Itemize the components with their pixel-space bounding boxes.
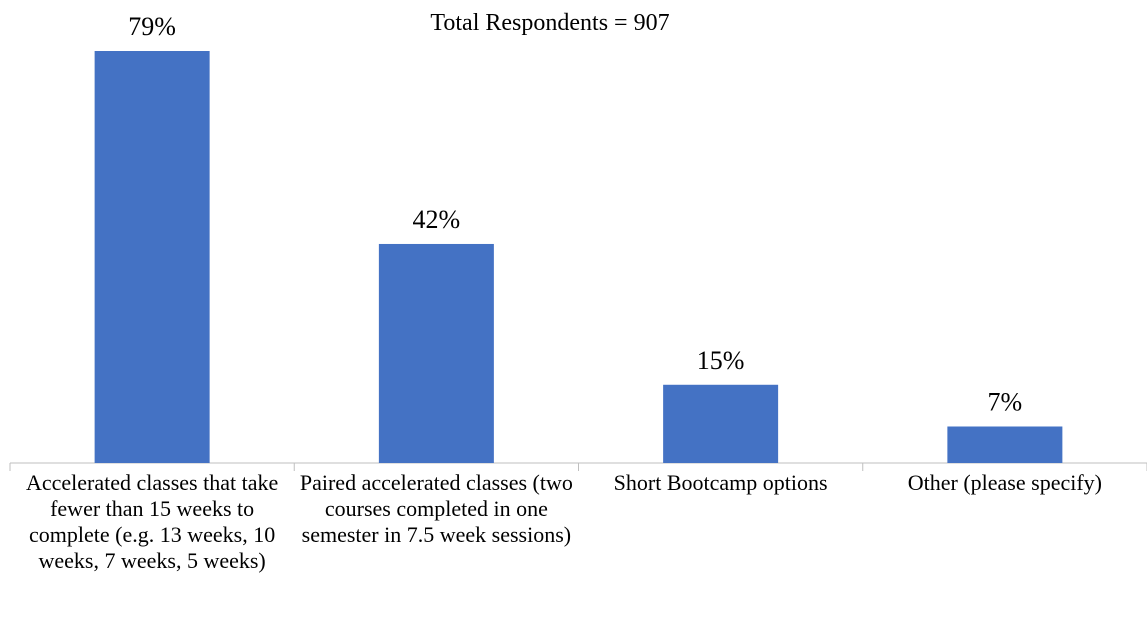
x-tick-label: Paired accelerated classes (two courses … (299, 470, 573, 547)
data-label: 79% (128, 12, 176, 41)
chart-title: Total Respondents = 907 (430, 10, 669, 36)
x-tick-label: Other (please specify) (907, 470, 1102, 495)
data-label: 42% (413, 205, 461, 234)
data-label: 7% (988, 387, 1023, 416)
bar (94, 51, 210, 463)
bar (947, 426, 1063, 463)
x-tick-label: Short Bootcamp options (613, 470, 828, 495)
bar (663, 384, 779, 463)
bar (378, 243, 494, 463)
x-tick-label: Accelerated classes that take fewer than… (26, 470, 279, 573)
data-label: 15% (697, 346, 745, 375)
